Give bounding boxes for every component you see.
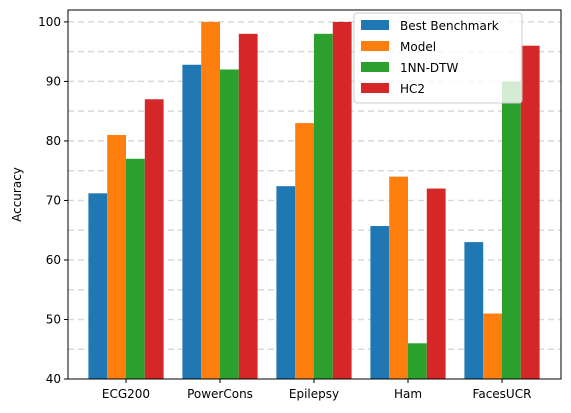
legend-swatch: [361, 83, 389, 93]
bar: [295, 123, 314, 379]
legend-label: Model: [400, 40, 436, 54]
bar: [238, 33, 258, 379]
y-tick-label: 40: [46, 372, 61, 386]
bar: [182, 64, 202, 380]
y-tick-label: 70: [46, 193, 61, 207]
bar: [276, 186, 296, 379]
legend-label: Best Benchmark: [400, 19, 499, 33]
legend-swatch: [361, 20, 389, 30]
legend-frame: [353, 12, 523, 104]
bar: [520, 45, 540, 379]
bar: [426, 188, 446, 379]
x-tick-label: ECG200: [102, 387, 150, 401]
bar: [408, 343, 427, 379]
bar: [483, 313, 502, 379]
legend-swatch: [361, 62, 389, 72]
bar: [314, 33, 333, 379]
legend-swatch: [361, 41, 389, 51]
bar: [107, 134, 126, 379]
y-axis-label: Accuracy: [10, 167, 24, 222]
y-tick-label: 100: [38, 15, 61, 29]
bar: [88, 193, 108, 379]
x-tick-label: FacesUCR: [473, 387, 532, 401]
legend: Best Benchmark Model 1NN-DTW HC2: [353, 12, 523, 104]
y-tick-label: 60: [46, 253, 61, 267]
bar: [126, 158, 145, 379]
bars: [88, 21, 540, 380]
bar: [220, 69, 239, 380]
bar: [370, 226, 390, 379]
x-ticks: ECG200 PowerCons Epilepsy Ham FacesUCR: [102, 379, 532, 401]
x-tick-label: Epilepsy: [289, 387, 339, 401]
y-tick-label: 90: [46, 74, 61, 88]
y-tick-label: 50: [46, 312, 61, 326]
legend-label: HC2: [400, 82, 425, 96]
y-tick-label: 80: [46, 134, 61, 148]
bar: [201, 21, 220, 379]
bar: [332, 21, 352, 379]
bar: [144, 99, 164, 379]
bar: [389, 176, 408, 379]
legend-label: 1NN-DTW: [400, 61, 458, 75]
y-ticks: 40 50 60 70 80 90 100: [38, 15, 68, 386]
bar: [502, 81, 521, 379]
x-tick-label: Ham: [394, 387, 422, 401]
bar: [464, 242, 484, 379]
x-tick-label: PowerCons: [187, 387, 253, 401]
